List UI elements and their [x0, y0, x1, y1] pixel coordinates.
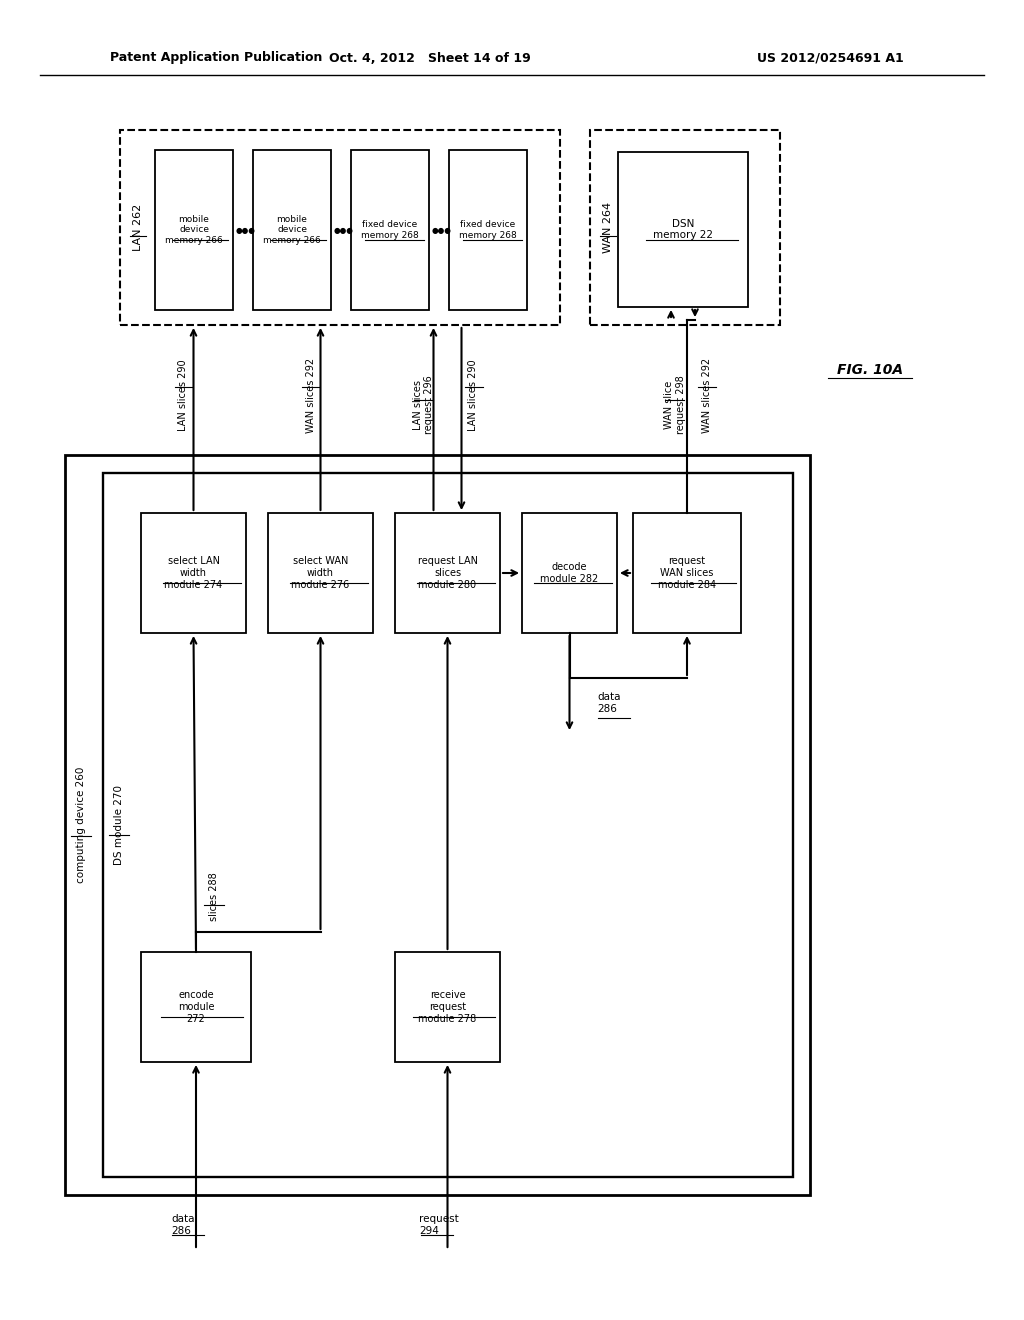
Bar: [253, 150, 331, 310]
Bar: [120, 129, 560, 325]
Bar: [155, 150, 233, 310]
Text: FIG. 10A: FIG. 10A: [837, 363, 903, 378]
Text: encode
module
272: encode module 272: [178, 990, 214, 1023]
Text: LAN slices
request 296: LAN slices request 296: [413, 376, 434, 434]
Text: Patent Application Publication: Patent Application Publication: [110, 51, 323, 65]
Text: DSN
memory 22: DSN memory 22: [653, 219, 713, 240]
Text: request LAN
slices
module 280: request LAN slices module 280: [418, 557, 477, 590]
Text: LAN 262: LAN 262: [133, 203, 143, 251]
Text: fixed device
memory 268: fixed device memory 268: [361, 220, 419, 240]
Bar: [618, 152, 748, 308]
Text: mobile
device
memory 266: mobile device memory 266: [263, 215, 321, 246]
Text: receive
request
module 278: receive request module 278: [419, 990, 476, 1023]
Bar: [395, 513, 500, 634]
Text: data
286: data 286: [597, 692, 621, 714]
Text: computing device 260: computing device 260: [76, 767, 86, 883]
Text: request
294: request 294: [420, 1214, 459, 1236]
Bar: [449, 150, 527, 310]
Text: WAN slices 292: WAN slices 292: [305, 358, 315, 433]
Text: fixed device
memory 268: fixed device memory 268: [459, 220, 517, 240]
Bar: [65, 455, 810, 1195]
Text: LAN slices 290: LAN slices 290: [469, 359, 478, 430]
Text: WAN slices 292: WAN slices 292: [702, 358, 712, 433]
Text: WAN 264: WAN 264: [603, 202, 613, 253]
Bar: [268, 513, 373, 634]
Text: select WAN
width
module 276: select WAN width module 276: [292, 557, 349, 590]
Text: ●●●: ●●●: [236, 226, 256, 235]
Text: US 2012/0254691 A1: US 2012/0254691 A1: [757, 51, 903, 65]
Text: select LAN
width
module 274: select LAN width module 274: [165, 557, 222, 590]
Text: request
WAN slices
module 284: request WAN slices module 284: [658, 557, 716, 590]
Text: Oct. 4, 2012   Sheet 14 of 19: Oct. 4, 2012 Sheet 14 of 19: [329, 51, 530, 65]
Bar: [103, 473, 793, 1177]
Bar: [522, 513, 617, 634]
Text: mobile
device
memory 266: mobile device memory 266: [165, 215, 223, 246]
Text: decode
module 282: decode module 282: [541, 562, 599, 583]
Text: DS module 270: DS module 270: [114, 785, 124, 865]
Bar: [141, 513, 246, 634]
Bar: [633, 513, 741, 634]
Text: LAN slices 290: LAN slices 290: [178, 359, 188, 430]
Bar: [395, 952, 500, 1063]
Bar: [351, 150, 429, 310]
Bar: [590, 129, 780, 325]
Text: ●●●: ●●●: [334, 226, 354, 235]
Text: WAN slice
request 298: WAN slice request 298: [665, 376, 686, 434]
Text: ●●●: ●●●: [432, 226, 452, 235]
Text: data
286: data 286: [171, 1214, 195, 1236]
Text: slices 288: slices 288: [209, 873, 219, 921]
Bar: [141, 952, 251, 1063]
